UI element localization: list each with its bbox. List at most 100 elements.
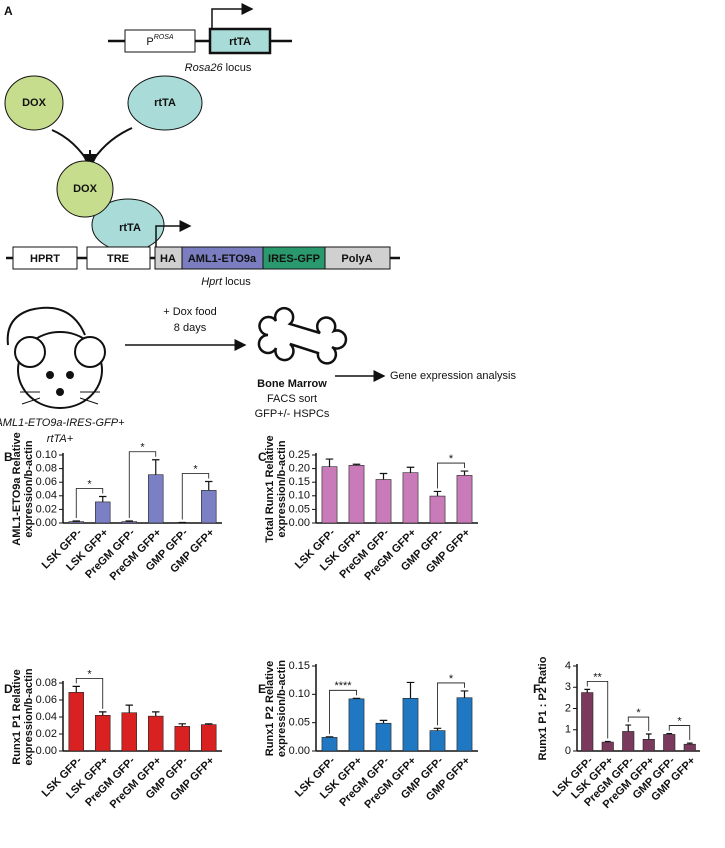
join-arrow — [52, 128, 132, 165]
bar — [430, 496, 445, 523]
bar — [430, 731, 445, 751]
y-tick-label: 1 — [565, 724, 571, 736]
significance-label: * — [636, 707, 641, 719]
y-axis-label: expression/b-actin — [23, 440, 35, 537]
bar — [403, 698, 418, 751]
significance-label: * — [449, 453, 454, 465]
significance-label: **** — [334, 680, 352, 692]
error-bar — [407, 682, 415, 698]
bar — [122, 522, 137, 523]
treatment-label: 8 days — [174, 322, 207, 334]
significance-label: * — [449, 673, 454, 685]
y-tick-label: 3 — [565, 681, 571, 693]
error-bar — [353, 698, 361, 699]
promoter-arrow — [212, 9, 252, 29]
bar — [201, 725, 216, 751]
box-label: AML1-ETO9a — [188, 253, 257, 265]
y-tick-label: 0.00 — [36, 517, 57, 529]
y-tick-label: 0.15 — [289, 660, 310, 672]
box-label: IRES-GFP — [268, 253, 320, 265]
error-bar — [326, 459, 334, 467]
rosa-locus-label: Rosa26 locus — [185, 62, 252, 74]
error-bar — [380, 720, 388, 723]
complex-dox-label: DOX — [73, 183, 98, 195]
y-tick-label: 0.04 — [36, 490, 57, 502]
y-tick-label: 0.25 — [289, 449, 310, 461]
y-tick-label: 0.10 — [289, 688, 310, 700]
y-tick-label: 0.15 — [289, 476, 310, 488]
error-bar — [625, 725, 631, 731]
error-bar — [152, 712, 159, 716]
sort-label: FACS sort — [267, 393, 317, 405]
error-bar — [461, 471, 469, 475]
bar — [175, 726, 190, 751]
error-bar — [99, 496, 106, 501]
box-label: HPRT — [30, 253, 60, 265]
bone — [259, 308, 346, 363]
bar — [148, 716, 163, 751]
box-label: TRE — [107, 253, 129, 265]
error-bar — [326, 737, 334, 738]
y-axis-label: AML1-ETO9a Relative — [11, 432, 23, 546]
y-tick-label: 0.05 — [289, 503, 310, 515]
treatment-label: + Dox food — [163, 306, 217, 318]
y-axis-label: expression/b-actin — [276, 440, 288, 537]
error-bar — [179, 724, 186, 727]
locus-suffix: locus — [225, 276, 251, 288]
error-bar — [205, 482, 212, 491]
error-bar — [605, 741, 611, 742]
error-bar — [434, 491, 442, 496]
error-bar — [73, 521, 80, 522]
dox-label: DOX — [22, 97, 47, 109]
bar — [582, 693, 593, 751]
y-tick-label: 0.08 — [36, 677, 57, 689]
promoter-sup: ROSA — [154, 34, 174, 41]
y-tick-label: 0.10 — [289, 490, 310, 502]
panel-letter: A — [4, 4, 13, 18]
error-bar — [646, 734, 652, 739]
promoter: P — [146, 36, 153, 48]
bar — [349, 465, 364, 523]
bar — [623, 731, 634, 751]
bar — [643, 739, 654, 751]
y-axis-label: expression/b-actin — [276, 660, 288, 757]
y-tick-label: 0 — [565, 745, 571, 757]
panel-a: A PROSA rtTA Rosa26 locus DOX rtTA rtTA … — [0, 4, 516, 445]
significance-label: * — [87, 668, 92, 680]
significance-label: * — [87, 478, 92, 490]
error-bar — [407, 467, 415, 472]
bar — [457, 698, 472, 751]
bar — [376, 723, 391, 751]
error-bar — [73, 686, 80, 692]
mouse-label: AML1-ETO9a-IRES-GFP+ — [0, 417, 125, 429]
y-axis-label: Total Runx1 Relative — [264, 435, 276, 542]
y-tick-label: 0.00 — [289, 517, 310, 529]
sort-label: GFP+/- HSPCs — [255, 408, 330, 420]
y-tick-label: 0.20 — [289, 463, 310, 475]
y-tick-label: 0.02 — [36, 503, 57, 515]
error-bar — [99, 712, 106, 715]
bar — [95, 502, 110, 523]
bar — [403, 473, 418, 523]
y-tick-label: 0.02 — [36, 728, 57, 740]
error-bar — [461, 691, 469, 698]
rtta-gene-label: rtTA — [229, 36, 251, 48]
error-bar — [584, 689, 590, 692]
y-tick-label: 0.10 — [36, 449, 57, 461]
locus-suffix: locus — [226, 62, 252, 74]
bar — [322, 467, 337, 523]
locus-name: Hprt — [201, 276, 223, 288]
hprt-locus-label: Hprt locus — [201, 276, 251, 288]
bar — [201, 490, 216, 523]
bar — [69, 522, 84, 523]
y-axis-label: Runx1 P2 Relative — [264, 661, 276, 756]
bone-marrow-label: Bone Marrow — [257, 378, 327, 390]
bar — [122, 713, 137, 751]
error-bar — [126, 705, 133, 713]
y-axis-label: expression/b-actin — [23, 668, 35, 765]
y-tick-label: 0.06 — [36, 694, 57, 706]
y-axis-label: Runx1 P1 : P2 Ratio — [537, 656, 549, 760]
significance-bracket — [628, 717, 649, 731]
significance-label: * — [677, 715, 682, 727]
